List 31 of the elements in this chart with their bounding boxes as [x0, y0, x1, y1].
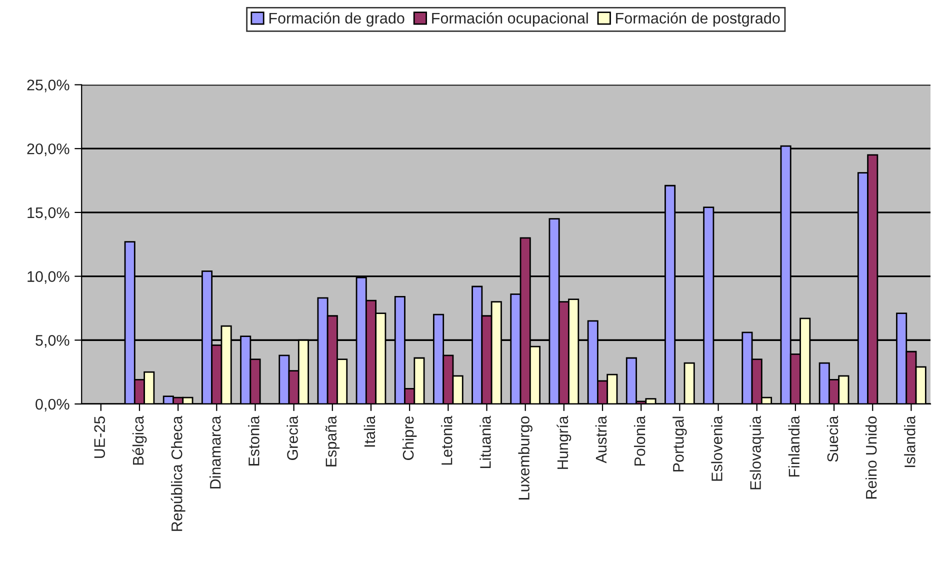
legend-label: Formación ocupacional	[432, 12, 588, 27]
x-tick-label: Italia	[364, 416, 376, 447]
y-tick-label: 15,0%	[28, 207, 70, 220]
x-tick-label: Dinamarca	[210, 416, 221, 488]
x-tick-label: Grecia	[286, 416, 298, 460]
y-tick-label: 25,0%	[27, 80, 70, 92]
x-tick-label: Lituania	[480, 416, 491, 468]
x-tick-label: Estonia	[248, 416, 260, 466]
x-tick-label: Finlandia	[788, 416, 800, 477]
y-tick-label: 20,0%	[27, 143, 70, 156]
y-tick-label: 0,0%	[36, 398, 70, 412]
x-tick-label: Letonia	[441, 416, 452, 465]
x-tick-label: Austria	[595, 416, 607, 464]
x-tick-label: España	[325, 416, 340, 466]
x-tick-label: Portugal	[672, 416, 687, 472]
x-tick-label: Islandia	[904, 416, 916, 468]
x-tick-label: Chipre	[402, 416, 417, 460]
x-tick-label: Reino Unido	[865, 416, 877, 499]
x-tick-label: Luxemburgo	[518, 416, 532, 500]
x-tick-label: Hungría	[556, 416, 572, 469]
y-tick-label: 10,0%	[28, 271, 70, 284]
x-tick-label: UE-25	[94, 416, 105, 458]
x-tick-label: Polonia	[634, 416, 646, 466]
x-tick-label: Suecia	[826, 416, 838, 462]
x-tick-label: Eslovenia	[711, 416, 722, 481]
x-tick-label: República Checa	[170, 416, 186, 531]
legend-label: Formación de grado	[269, 12, 404, 27]
legend-label: Formación de postgrado	[616, 12, 780, 27]
x-tick-label: Bélgica	[132, 416, 147, 465]
y-tick-label: 5,0%	[36, 335, 70, 348]
x-tick-label: Eslovaquia	[750, 416, 764, 490]
